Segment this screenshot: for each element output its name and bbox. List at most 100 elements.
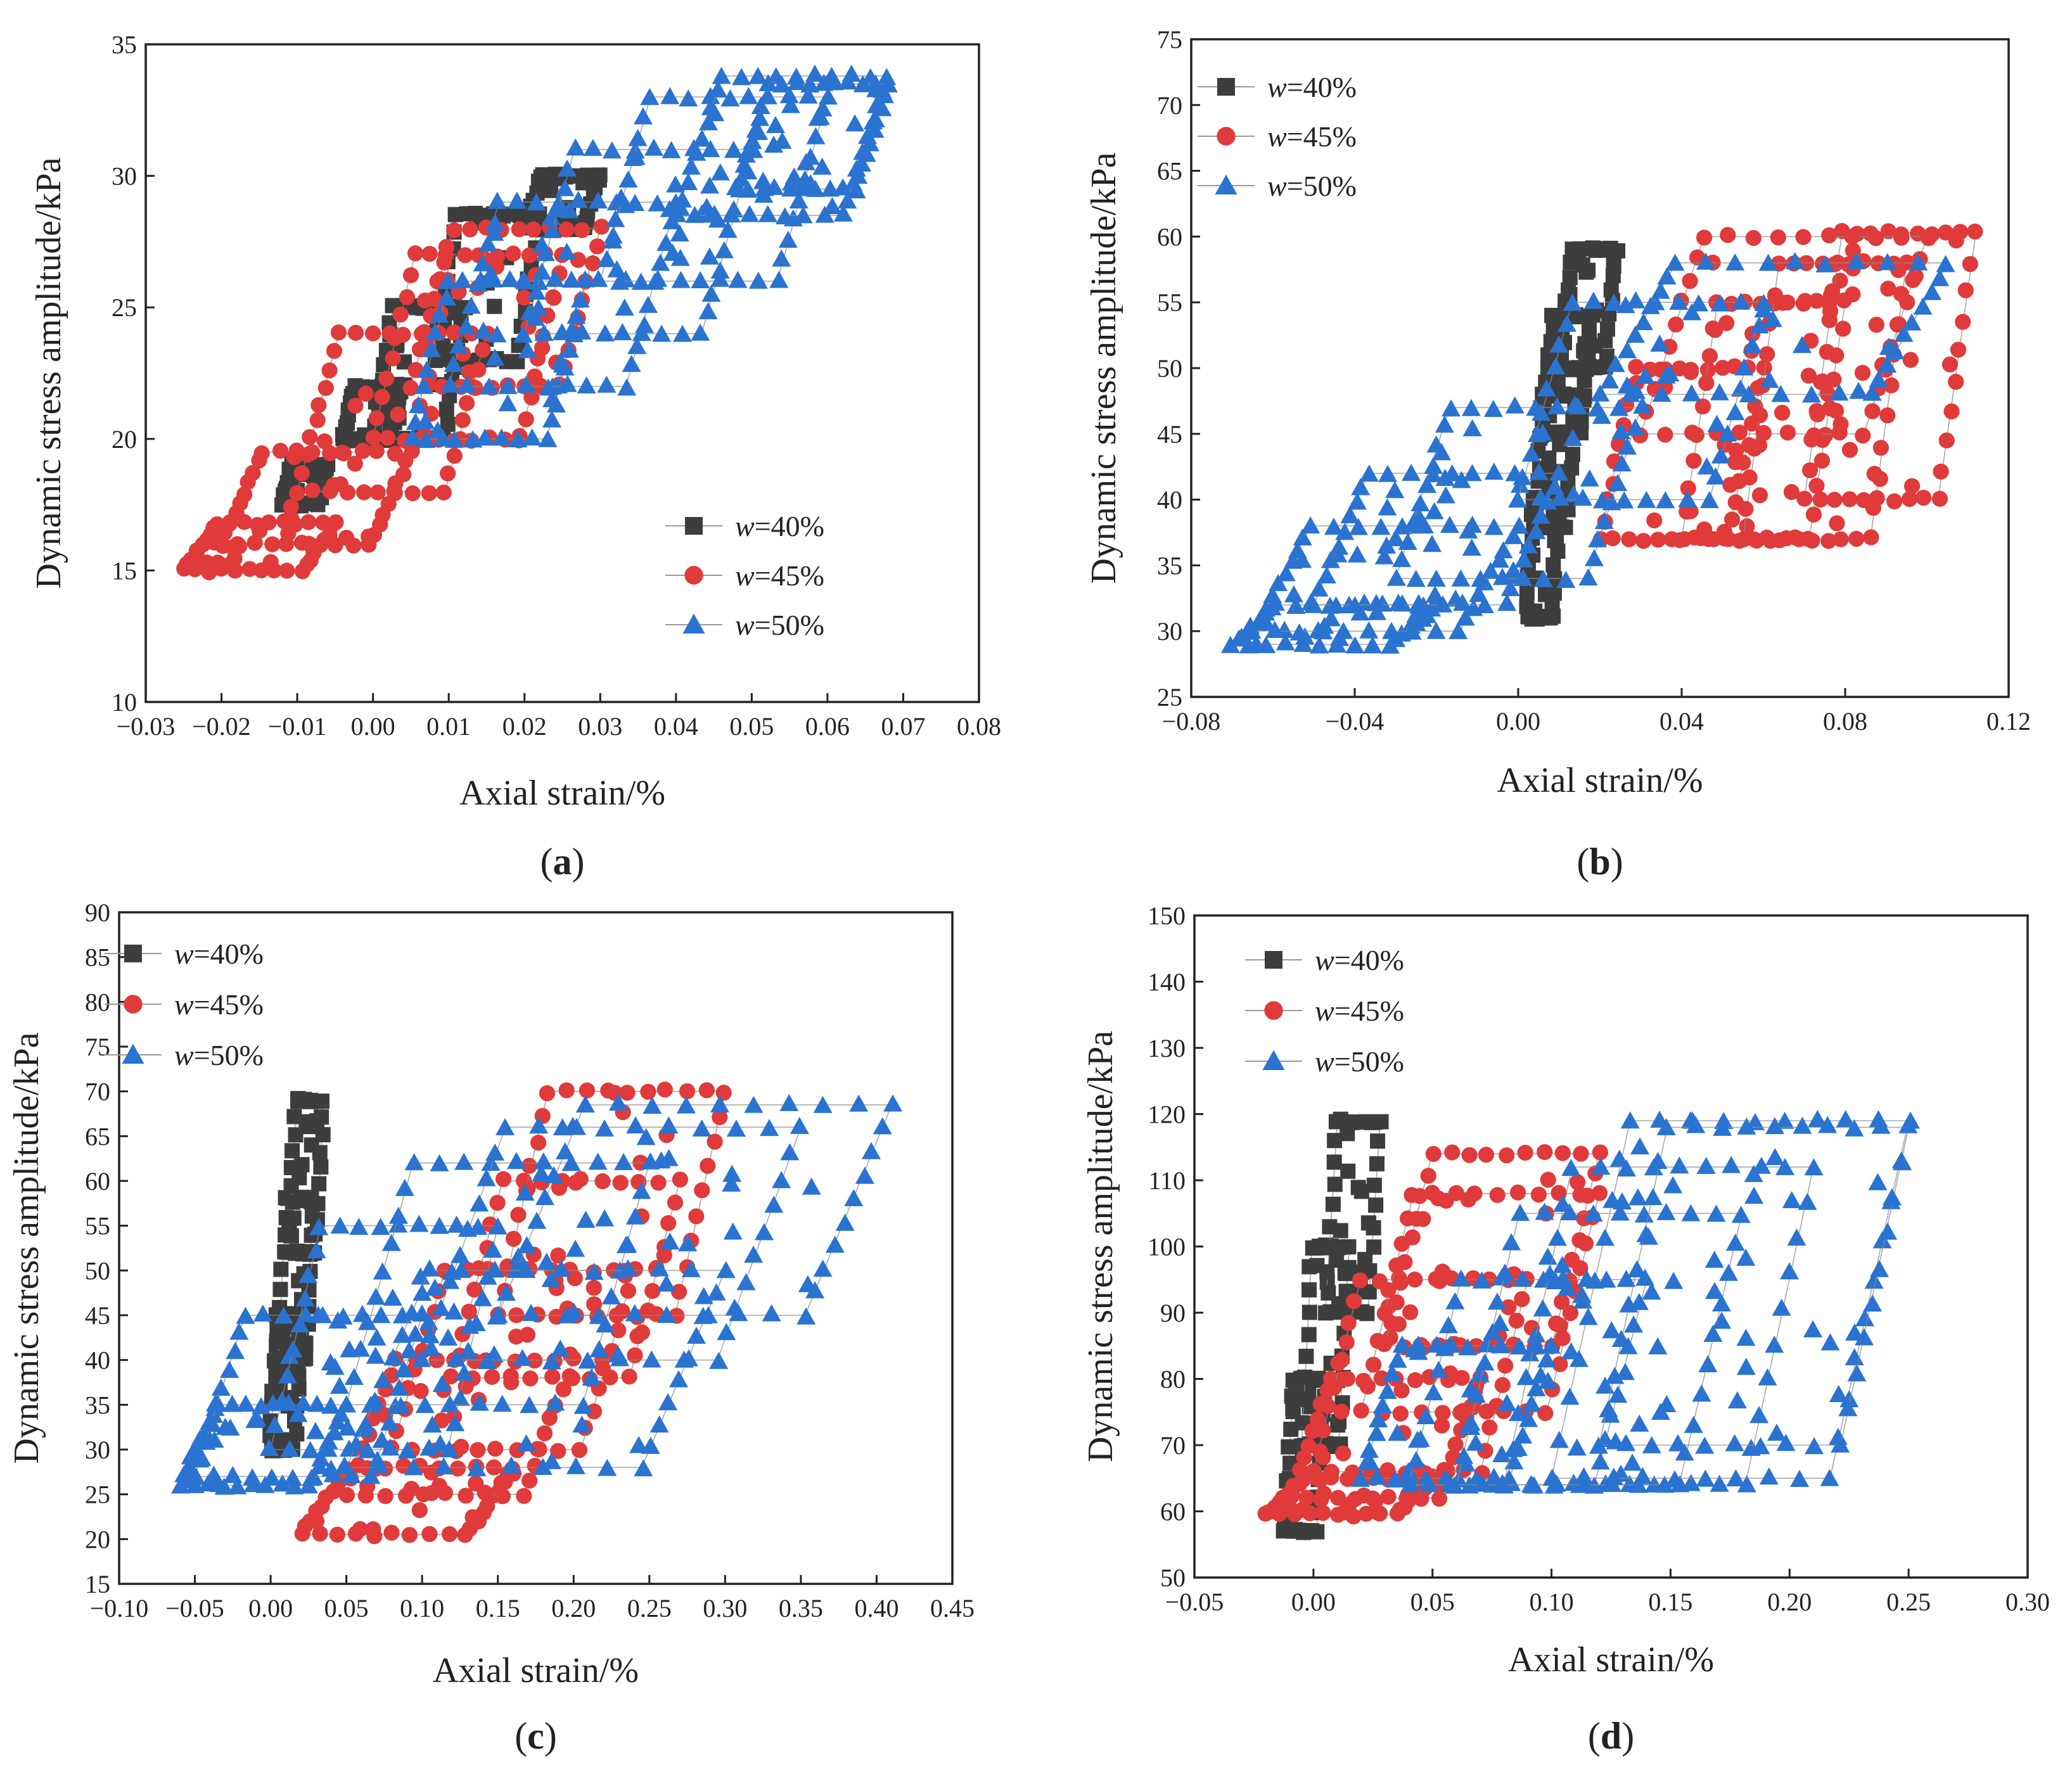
data-point-w50 (1557, 1278, 1577, 1296)
data-point-w45 (240, 474, 256, 490)
data-point-w50 (764, 177, 784, 195)
data-point-w45 (401, 1527, 418, 1543)
data-point-w50 (589, 269, 608, 287)
data-point-w50 (798, 86, 818, 104)
data-point-w40 (291, 1170, 307, 1185)
data-point-w50 (1561, 1342, 1581, 1360)
data-point-w45 (246, 535, 263, 551)
data-point-w45 (1393, 1382, 1410, 1399)
data-point-w45 (1941, 356, 1958, 373)
data-point-w45 (1298, 1489, 1315, 1506)
data-point-w45 (251, 452, 267, 469)
legend-marker-w45 (1264, 1001, 1283, 1020)
data-point-w45 (378, 371, 395, 387)
data-point-w45 (1739, 518, 1755, 535)
data-point-w50 (576, 1210, 596, 1228)
data-point-w50 (772, 249, 791, 267)
data-point-w50 (1625, 418, 1645, 436)
data-point-w45 (1365, 1356, 1382, 1373)
data-point-w45 (1727, 454, 1744, 471)
data-point-w50 (542, 220, 562, 238)
y-tick-label: 130 (1148, 1034, 1186, 1062)
data-point-w50 (517, 1236, 537, 1254)
data-point-w45 (1715, 359, 1731, 376)
data-point-w50 (306, 1422, 326, 1439)
data-point-w50 (716, 1261, 736, 1278)
data-point-w45 (1481, 1419, 1498, 1436)
data-point-w40 (1340, 1163, 1356, 1179)
data-point-w50 (1616, 1159, 1636, 1177)
data-point-w50 (1736, 1358, 1756, 1375)
data-point-w50 (457, 1220, 477, 1237)
data-point-w50 (1549, 1431, 1569, 1448)
data-point-w50 (1731, 1206, 1751, 1223)
data-point-w50 (1386, 529, 1405, 547)
data-point-w45 (1592, 1144, 1609, 1161)
data-point-w50 (629, 1436, 649, 1453)
data-point-w50 (1847, 1364, 1867, 1382)
data-point-w50 (1435, 415, 1454, 433)
data-point-w50 (1484, 462, 1504, 480)
data-point-w45 (1315, 1449, 1331, 1465)
data-point-w45 (286, 449, 303, 466)
data-point-w40 (335, 426, 350, 442)
data-point-w50 (541, 1270, 561, 1287)
series-w50 (171, 1094, 903, 1495)
data-point-w50 (679, 89, 698, 106)
data-point-w45 (334, 444, 350, 461)
data-point-w50 (659, 1116, 679, 1134)
legend-label: w=50% (1267, 170, 1357, 202)
data-point-w50 (454, 1363, 474, 1381)
data-point-w50 (667, 205, 687, 222)
data-point-w50 (1519, 1410, 1538, 1427)
data-point-w50 (1547, 1228, 1567, 1246)
data-point-w50 (1803, 1320, 1823, 1337)
data-point-w50 (1372, 1396, 1392, 1414)
x-tick-label: 0.45 (930, 1594, 975, 1623)
data-point-w50 (633, 107, 653, 125)
data-point-w50 (1563, 429, 1583, 447)
data-point-w50 (1553, 1194, 1573, 1212)
data-point-w45 (1745, 230, 1762, 246)
data-point-w45 (629, 1328, 646, 1344)
data-point-w50 (542, 390, 562, 407)
data-point-w45 (1353, 1402, 1369, 1419)
y-tick-label: 30 (1157, 617, 1182, 646)
data-point-w50 (692, 129, 712, 147)
data-point-w50 (295, 1289, 315, 1307)
data-point-w50 (1893, 1153, 1912, 1171)
data-point-w45 (449, 1460, 466, 1477)
data-point-w45 (551, 1180, 568, 1196)
data-point-w50 (710, 163, 730, 181)
data-point-w50 (516, 1261, 536, 1278)
y-tick-label: 65 (85, 1122, 110, 1151)
data-point-w45 (529, 1441, 546, 1457)
data-point-w45 (1346, 1293, 1362, 1310)
data-point-w50 (1526, 1335, 1545, 1353)
data-point-w50 (583, 139, 603, 156)
data-point-w50 (561, 1154, 581, 1171)
data-point-w50 (1584, 549, 1604, 566)
data-point-w50 (373, 1262, 392, 1280)
data-point-w50 (865, 120, 885, 138)
data-point-w50 (527, 193, 546, 210)
x-tick-label: 0.05 (324, 1594, 369, 1623)
data-point-w45 (398, 1488, 414, 1504)
legend-label-suffix: =50% (1287, 170, 1357, 202)
data-point-w50 (311, 1449, 331, 1467)
legend-label: w=45% (1315, 995, 1404, 1027)
series-w50 (1350, 1109, 1921, 1494)
data-point-w50 (1635, 366, 1655, 384)
data-point-w45 (1508, 1312, 1525, 1329)
legend-item-w40: w=40% (105, 938, 264, 970)
data-point-w50 (421, 340, 441, 357)
data-point-w40 (275, 1325, 291, 1341)
data-point-w45 (1433, 1417, 1450, 1434)
data-point-w50 (406, 1324, 425, 1342)
data-point-w45 (1845, 286, 1861, 303)
data-point-w50 (736, 145, 756, 163)
data-point-w50 (659, 1149, 679, 1166)
data-point-w45 (1497, 1358, 1514, 1374)
data-point-w50 (1657, 1395, 1677, 1413)
data-point-w45 (1855, 492, 1872, 509)
